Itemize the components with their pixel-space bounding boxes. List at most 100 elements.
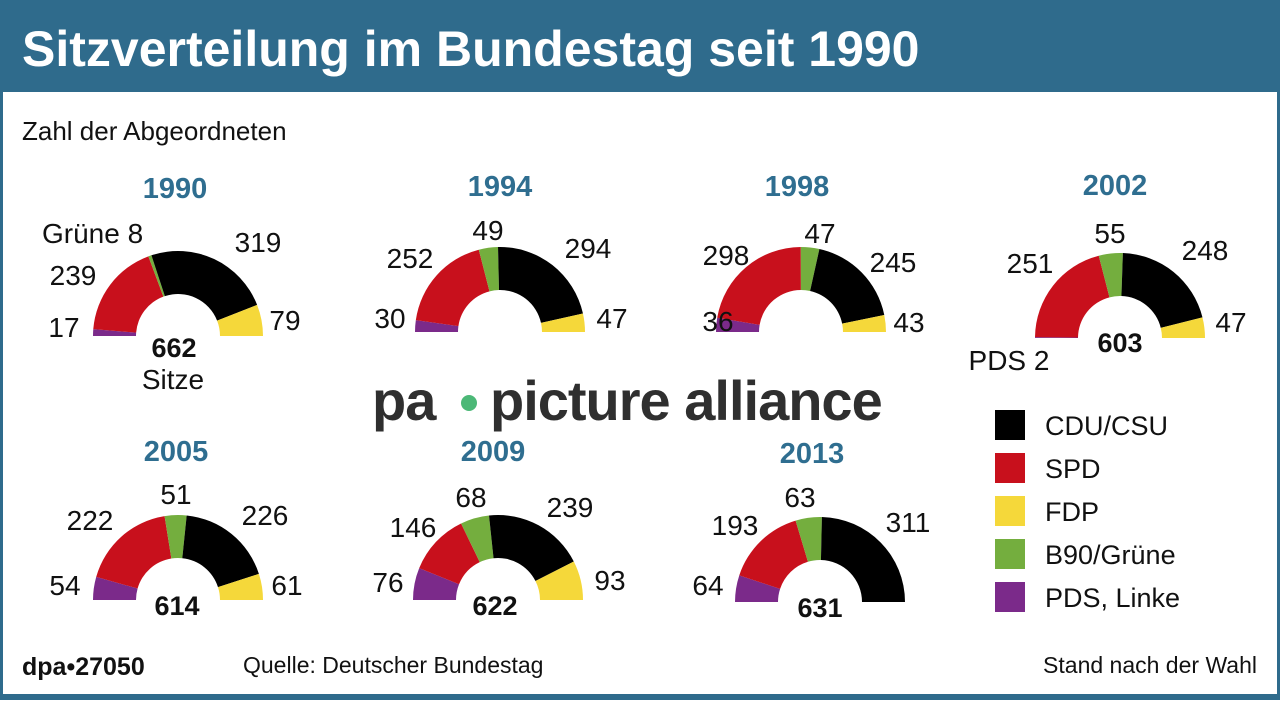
legend-label: PDS, Linke (1045, 583, 1180, 613)
seat-segment-2002-pds-linke (1035, 337, 1079, 338)
chart-title: Sitzverteilung im Bundestag seit 1990 (22, 21, 920, 77)
total-seats: 603 (1097, 328, 1142, 358)
seat-segment-2005-spd (96, 516, 172, 589)
data-label: 47 (1215, 307, 1246, 338)
seat-segment-1990-b90-gr-ne (148, 255, 165, 297)
data-label: 251 (1007, 248, 1054, 279)
seat-segment-1990-pds-linke (93, 329, 137, 336)
chart-subtitle: Zahl der Abgeordneten (22, 116, 287, 146)
seat-segment-2005-fdp (217, 573, 263, 600)
data-label: 68 (455, 482, 486, 513)
seat-segment-1998-pds-linke (716, 317, 760, 332)
data-label: 311 (886, 507, 931, 538)
data-label: 146 (390, 512, 437, 543)
legend-label: B90/Grüne (1045, 540, 1176, 570)
seat-segment-1990-cdu-csu (151, 251, 258, 321)
data-label: 222 (67, 505, 114, 536)
watermark: pa picture alliance (372, 369, 883, 432)
seat-segment-2005-b90-gr-ne (164, 515, 187, 559)
data-label: 298 (703, 240, 750, 271)
data-label: 294 (565, 233, 612, 264)
seat-segment-1998-b90-gr-ne (800, 247, 820, 291)
total-seats: 662 (151, 333, 196, 363)
data-label: 30 (374, 303, 405, 334)
data-label: 239 (50, 260, 97, 291)
data-label: 76 (372, 567, 403, 598)
seat-segment-1994-b90-gr-ne (478, 247, 500, 292)
seat-segment-1994-spd (415, 249, 490, 327)
legend-swatch-fdp (995, 496, 1025, 526)
seat-segment-2013-spd (739, 520, 808, 589)
data-label: 64 (692, 570, 723, 601)
dpa-id: dpa•27050 (22, 653, 145, 681)
data-label: 54 (49, 570, 80, 601)
seat-segment-1994-cdu-csu (498, 247, 583, 323)
total-seats: 622 (472, 591, 517, 621)
data-label: 248 (1182, 235, 1229, 266)
legend-swatch-gruene (995, 539, 1025, 569)
data-label: 93 (594, 565, 625, 596)
seat-segment-1998-spd (717, 247, 801, 325)
legend-swatch-spd (995, 453, 1025, 483)
seat-segment-2009-cdu-csu (489, 514, 574, 581)
legend: CDU/CSU SPD FDP B90/Grüne PDS, Linke (995, 410, 1180, 613)
seat-segment-1990-fdp (217, 304, 263, 336)
seat-segment-1994-fdp (540, 313, 585, 332)
year-title: 1998 (765, 171, 830, 203)
data-label: 63 (784, 482, 815, 513)
data-label: 193 (712, 510, 759, 541)
data-label: 55 (1094, 218, 1125, 249)
seat-segment-2009-b90-gr-ne (461, 515, 494, 563)
seat-segment-1994-pds-linke (415, 320, 459, 332)
watermark-pa: pa (372, 369, 437, 432)
status-note: Stand nach der Wahl (1043, 652, 1257, 678)
seat-segment-2005-cdu-csu (182, 515, 259, 588)
seat-segment-2005-pds-linke (93, 576, 138, 600)
legend-label: FDP (1045, 497, 1099, 527)
year-title: 2005 (144, 436, 209, 468)
data-label: 51 (160, 479, 191, 510)
seat-segment-2009-pds-linke (413, 568, 460, 600)
data-label: Grüne 8 (42, 218, 143, 249)
legend-swatch-linke (995, 582, 1025, 612)
total-unit: Sitze (142, 364, 204, 395)
data-label: 319 (235, 227, 282, 258)
legend-label: SPD (1045, 454, 1101, 484)
data-label: 49 (472, 215, 503, 246)
seat-segment-2013-cdu-csu (820, 517, 905, 602)
data-label: 17 (48, 312, 79, 343)
data-label: PDS 2 (969, 345, 1050, 376)
data-label: 61 (271, 570, 302, 601)
watermark-dot (461, 395, 477, 411)
source: Quelle: Deutscher Bundestag (243, 652, 543, 678)
data-label: 36 (702, 306, 733, 337)
seat-segment-2002-spd (1035, 255, 1110, 338)
data-label: 47 (596, 303, 627, 334)
data-label: 47 (804, 218, 835, 249)
seat-segment-1990-spd (93, 256, 164, 333)
data-label: 43 (893, 307, 924, 338)
data-label: 239 (547, 492, 594, 523)
seat-segment-1998-cdu-csu (810, 249, 885, 324)
data-label: 79 (269, 305, 300, 336)
year-title: 1994 (468, 171, 533, 203)
data-label: 226 (242, 500, 289, 531)
header-bar (0, 0, 1280, 92)
data-label: 245 (870, 247, 917, 278)
seat-segment-2002-fdp (1160, 317, 1205, 338)
watermark-picture-alliance: picture alliance (490, 369, 882, 432)
year-title: 2009 (461, 436, 526, 468)
total-seats: 614 (154, 591, 199, 621)
seat-segment-2002-cdu-csu (1121, 253, 1203, 328)
seat-segment-2013-b90-gr-ne (795, 517, 822, 562)
legend-swatch-cdu (995, 410, 1025, 440)
legend-label: CDU/CSU (1045, 411, 1168, 441)
seat-segment-2002-b90-gr-ne (1098, 253, 1123, 298)
data-label: 252 (387, 243, 434, 274)
seat-segment-2013-pds-linke (735, 575, 781, 602)
year-title: 2002 (1083, 170, 1148, 202)
total-seats: 631 (797, 593, 842, 623)
seat-segment-2009-fdp (535, 561, 583, 600)
